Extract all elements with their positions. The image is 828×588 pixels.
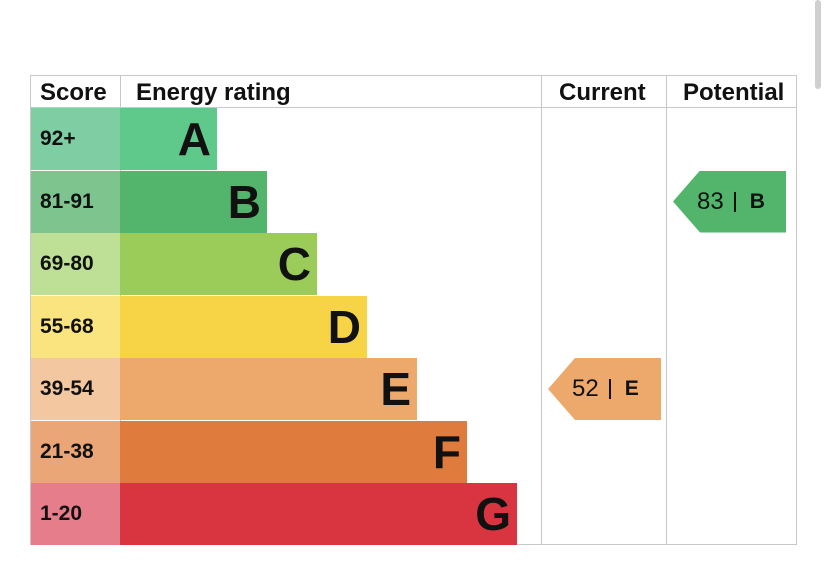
current-rating-letter: E — [624, 377, 639, 400]
current-rating-value: 52 — [572, 375, 599, 402]
band-letter-b: B — [227, 175, 261, 228]
score-range-d: 55-68 — [31, 295, 120, 358]
header-potential: Potential — [683, 79, 785, 106]
band-letter-f: F — [432, 425, 461, 478]
band-bar-b: B — [120, 170, 267, 233]
potential-rating-letter: B — [749, 189, 765, 213]
band-bar-e: E — [120, 358, 417, 420]
band-letter-g: G — [475, 488, 511, 540]
current-rating-arrow: 52 E — [548, 358, 661, 420]
column-divider-current — [666, 75, 667, 545]
potential-rating-value: 83 — [697, 187, 724, 215]
score-range-b: 81-91 — [31, 170, 120, 233]
band-bar-a: A — [120, 108, 217, 170]
band-bar-g: G — [120, 483, 517, 545]
score-range-c: 69-80 — [31, 233, 120, 295]
page-scrollbar[interactable] — [815, 0, 821, 89]
band-bar-d: D — [120, 295, 367, 358]
band-bar-f: F — [120, 420, 467, 483]
header-current: Current — [559, 79, 646, 106]
band-letter-c: C — [277, 238, 311, 290]
potential-rating-arrow: 83 B — [673, 170, 786, 233]
header-score: Score — [40, 79, 107, 106]
header-divider — [30, 107, 797, 108]
column-divider-rating — [541, 75, 542, 545]
current-rating-separator — [608, 379, 611, 399]
score-range-e: 39-54 — [31, 358, 120, 420]
score-range-g: 1-20 — [31, 483, 120, 545]
band-bar-c: C — [120, 233, 317, 295]
score-range-f: 21-38 — [31, 420, 120, 483]
header-energy-rating: Energy rating — [136, 79, 291, 106]
score-range-a: 92+ — [31, 108, 120, 170]
band-letter-d: D — [327, 300, 361, 353]
band-letter-a: A — [177, 113, 211, 165]
band-letter-e: E — [380, 363, 411, 415]
potential-rating-separator — [733, 191, 736, 212]
